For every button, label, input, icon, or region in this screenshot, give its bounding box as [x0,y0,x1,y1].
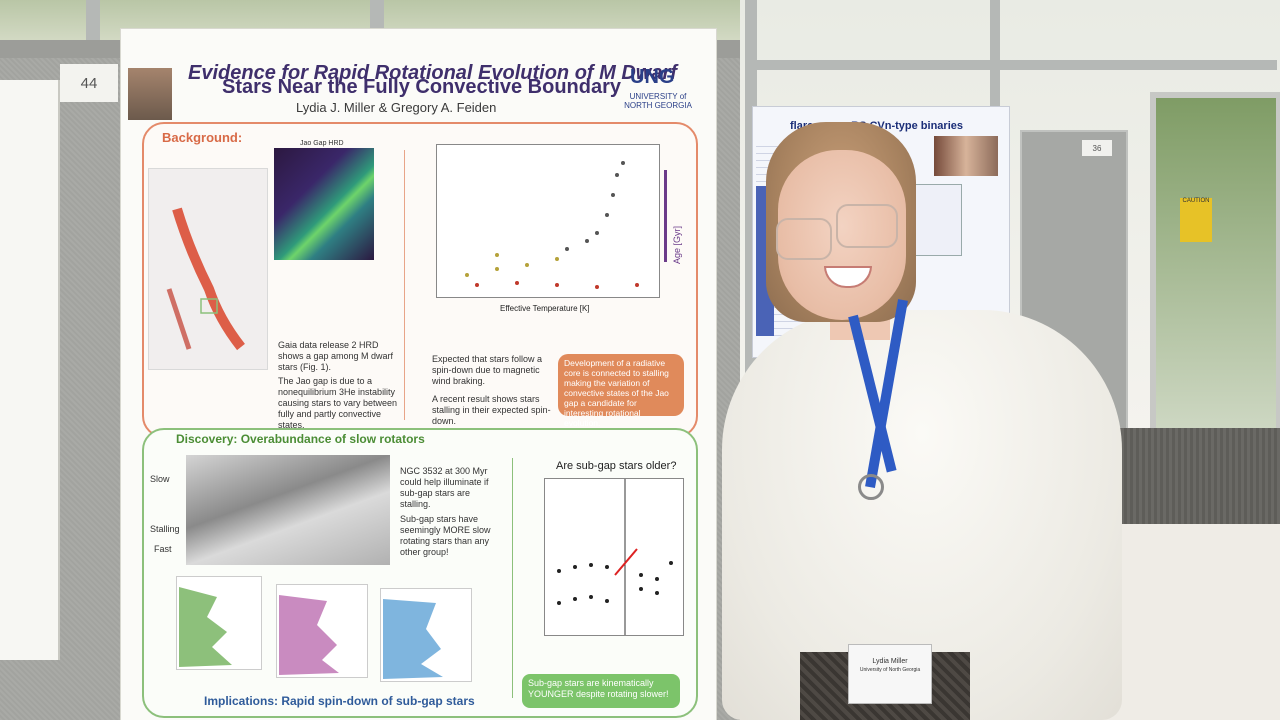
bg-bullet-1: Gaia data release 2 HRD shows a gap amon… [278,340,394,372]
bg-bullet-3: Expected that stars follow a spin-down d… [432,354,543,386]
heatmap-label-stalling: Stalling [150,524,180,534]
scatter-points-young [475,281,639,289]
callout-younger: Sub-gap stars are kinematically YOUNGER … [522,674,680,708]
ung-logo-subtext: UNIVERSITY of NORTH GEORGIA [624,92,692,110]
board-number-card-far: 36 [1082,140,1112,156]
velocity-dispersion-plot [544,478,684,636]
temperature-axis-label: Effective Temperature [K] [500,304,590,313]
heatmap-label-slow: Slow [150,474,170,484]
board-number-card: 44 [60,64,118,102]
bg-bullet-4: A recent result shows stars stalling in … [432,394,551,426]
ngc3532-heatmap [186,455,390,565]
disc-bullet-1: NGC 3532 at 300 Myr could help illuminat… [400,466,489,509]
glasses-right-lens [836,204,898,248]
badge-org: University of North Georgia [859,667,921,673]
histogram-above-gap [176,576,262,670]
rotation-scatter-plot [465,161,639,289]
badge-name: Lydia Miller [872,658,908,665]
question-title: Are sub-gap stars older? [556,460,677,472]
poster-title-line1: Evidence for Rapid Rotational Evolution … [188,62,677,84]
floor-mat [1100,428,1280,524]
histogram-bars [179,587,232,667]
age-arrow [664,170,667,262]
bg-bullet-2: The Jao gap is due to a nonequilibrium 3… [278,376,398,430]
author-photo [128,68,172,120]
caution-text: CAUTION [1182,198,1210,204]
glasses-left-lens [776,218,832,260]
implications-heading: Implications: Rapid spin-down of sub-gap… [204,694,475,708]
jao-gap-hrd-figure [274,148,374,260]
poster-authors: Lydia J. Miller & Gregory A. Feiden [296,100,497,115]
hrd-zoom-box [200,298,218,314]
rotation-period-scatter [436,144,660,298]
hrd-main-sequence [172,207,245,351]
neighbor-poster [0,80,60,660]
histogram-below-gap [380,588,472,682]
glass-door [1150,92,1280,434]
disc-bullet-2: Sub-gap stars have seemingly MORE slow r… [400,514,491,557]
gaia-hrd-figure [148,168,268,370]
scatter-points-mid [465,253,559,277]
histogram-bars [279,595,339,675]
column-divider [404,150,405,420]
lanyard-clip [858,474,884,500]
poster-title-line2: Stars Near the Fully Convective Boundary [222,76,622,98]
hrd-plot [166,207,245,351]
discovery-heading: Discovery: Overabundance of slow rotator… [176,432,425,446]
caution-sign: CAUTION [1180,198,1212,242]
right-poster-author-photos [934,136,998,176]
background-heading: Background: [162,130,243,145]
hrd-white-dwarfs [166,288,192,350]
window-frame [757,60,1277,70]
column-divider-green [512,458,513,698]
velocity-plot [557,479,673,635]
histogram-in-gap [276,584,368,678]
callout-radiative-core: Development of a radiative core is conne… [558,354,684,428]
velocity-points [557,561,673,605]
scatter-points-old [565,161,625,251]
name-badge: Lydia Miller University of North Georgia [848,644,932,704]
highlight-arrow [614,548,638,576]
heatmap-label-fast: Fast [154,544,172,554]
jao-gap-label: Jao Gap HRD [300,140,344,147]
age-label: Age [Gyr] [672,225,682,264]
face [778,150,906,320]
window-frame [86,0,100,40]
window-frame [990,0,1000,110]
histogram-bars [383,599,443,679]
ung-logo: UNG [630,66,675,88]
